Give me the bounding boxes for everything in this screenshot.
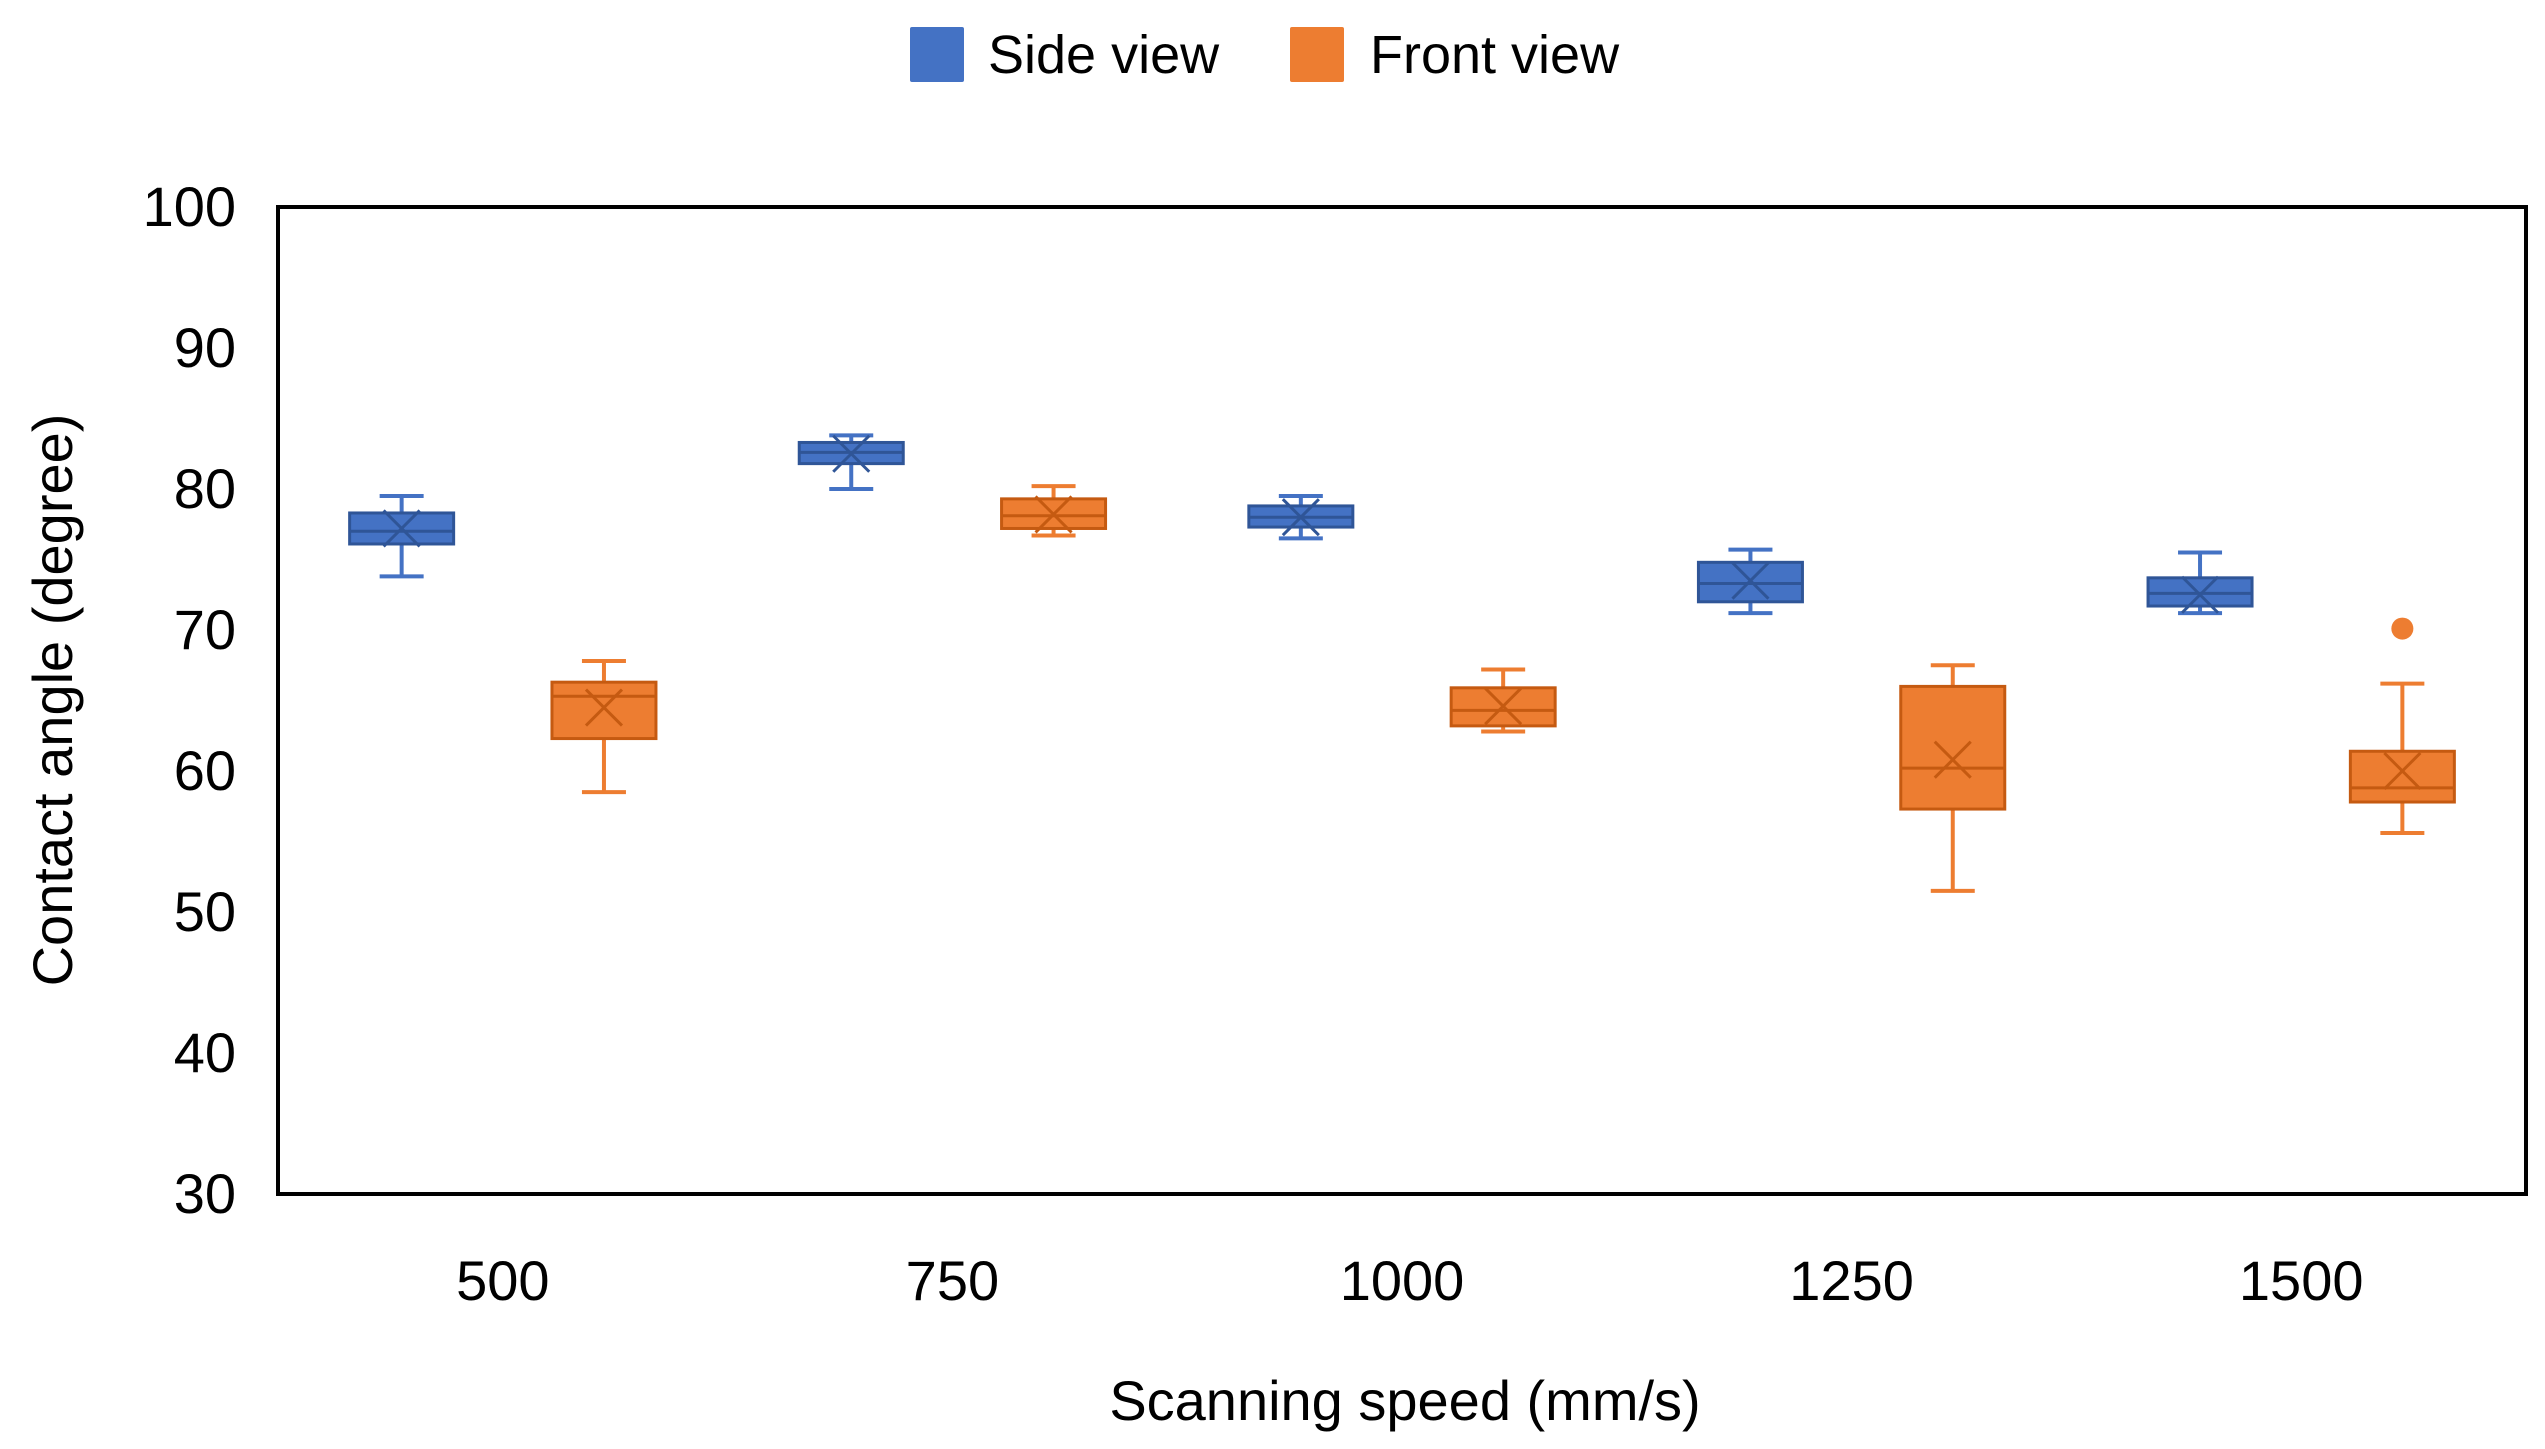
- box-mean-marker: [1484, 687, 1523, 726]
- y-tick-label: 40: [174, 1021, 236, 1084]
- box-side-view-1000: [1247, 494, 1355, 541]
- y-axis-ticks: 30 40 50 60 70 80 90 100: [143, 175, 236, 1225]
- box-mean-marker: [1281, 498, 1320, 537]
- box-mean-marker: [1034, 495, 1073, 534]
- y-tick-label: 90: [174, 316, 236, 379]
- box-mean-marker: [2383, 751, 2422, 791]
- x-tick-label: 1000: [1340, 1249, 1465, 1312]
- box-front-view-750: [1000, 484, 1108, 538]
- x-tick-label: 500: [456, 1249, 549, 1312]
- box-front-view-1250: [1899, 663, 2007, 893]
- box-side-view-500: [348, 494, 456, 579]
- y-tick-label: 100: [143, 175, 236, 238]
- box-front-view-500: [550, 659, 658, 795]
- box-mean-marker: [382, 509, 421, 548]
- box-iqr: [2348, 749, 2456, 804]
- box-iqr: [1899, 684, 2007, 811]
- legend: Side view Front view: [910, 25, 1620, 85]
- x-tick-label: 1500: [2239, 1249, 2364, 1312]
- plot-area-frame: [276, 205, 2528, 1196]
- box-mean-marker: [1933, 740, 1972, 779]
- legend-swatch-side-view: [910, 27, 964, 82]
- box-side-view-750: [797, 433, 905, 491]
- box-iqr: [1000, 497, 1108, 530]
- box-mean-marker: [2180, 575, 2220, 614]
- box-mean-marker: [584, 688, 624, 727]
- box-mean-marker: [1731, 561, 1770, 600]
- box-side-view-1250: [1696, 547, 1804, 616]
- box-iqr: [348, 511, 456, 546]
- box-front-view-1000: [1449, 667, 1557, 734]
- x-axis-ticks: 500 750 1000 1250 1500: [456, 1249, 2363, 1312]
- x-tick-label: 750: [906, 1249, 999, 1312]
- y-tick-label: 70: [174, 598, 236, 661]
- legend-swatch-front-view: [1290, 27, 1344, 82]
- box-side-view-1500: [2146, 550, 2254, 616]
- y-tick-label: 80: [174, 457, 236, 520]
- box-front-view-1500: [2348, 617, 2456, 836]
- box-iqr: [550, 680, 658, 741]
- legend-label-side-view: Side view: [988, 25, 1220, 85]
- y-tick-label: 30: [174, 1162, 236, 1225]
- box-mean-marker: [832, 434, 871, 473]
- y-tick-label: 60: [174, 739, 236, 802]
- y-tick-label: 50: [174, 880, 236, 943]
- x-tick-label: 1250: [1789, 1249, 1914, 1312]
- box-outlier-point: [2391, 617, 2414, 640]
- legend-label-front-view: Front view: [1370, 25, 1620, 85]
- y-axis-title: Contact angle (degree): [21, 414, 84, 987]
- x-axis-title: Scanning speed (mm/s): [1109, 1369, 1700, 1432]
- box-series-group: [348, 433, 2456, 893]
